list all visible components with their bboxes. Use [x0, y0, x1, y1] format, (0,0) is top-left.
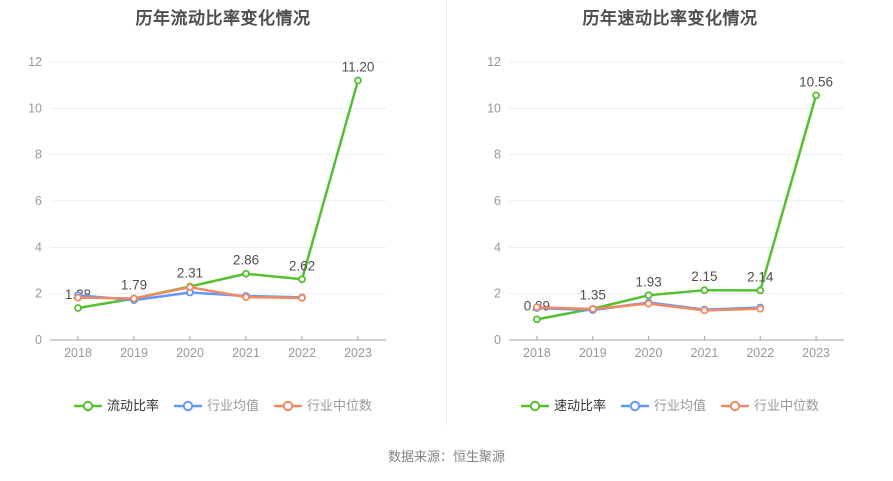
- value-label: 2.14: [747, 269, 774, 284]
- x-axis-tick-label: 2020: [635, 346, 663, 360]
- value-label: 1.79: [121, 278, 147, 293]
- legend-item-行业中位数[interactable]: 行业中位数: [274, 398, 372, 414]
- value-label: 1.35: [580, 288, 606, 303]
- x-axis-tick-label: 2020: [176, 346, 204, 360]
- data-point-marker: [130, 294, 138, 303]
- legend-item-速动比率[interactable]: 速动比率: [520, 398, 606, 414]
- x-axis-tick-label: 2018: [64, 346, 92, 360]
- chart-panel-quick-ratio: 0246810122018201920202021202220230.891.3…: [447, 0, 893, 414]
- data-point-marker: [700, 306, 709, 315]
- legend-label: 行业均值: [206, 398, 259, 413]
- x-axis-tick-label: 2019: [120, 346, 148, 360]
- y-axis-tick-label: 8: [35, 148, 42, 162]
- data-point-marker: [588, 305, 597, 313]
- x-axis-tick-label: 2021: [232, 346, 260, 360]
- series-line-速动比率: [535, 94, 818, 321]
- value-label: 10.56: [799, 74, 833, 89]
- legend-item-流动比率[interactable]: 流动比率: [73, 398, 159, 414]
- data-point-marker: [298, 275, 306, 284]
- y-axis-tick-label: 6: [35, 194, 42, 208]
- legend-item-行业中位数[interactable]: 行业中位数: [721, 398, 819, 414]
- legend-line-marker-icon: [274, 400, 302, 412]
- legend-line-marker-icon: [173, 400, 202, 412]
- legend-line-marker-icon: [73, 400, 102, 412]
- data-point-marker: [74, 293, 82, 302]
- data-source-note: 数据来源：恒生聚源: [387, 449, 505, 464]
- value-label: 2.31: [177, 265, 203, 280]
- x-axis-tick-label: 2023: [802, 346, 830, 360]
- data-point-marker: [242, 293, 250, 302]
- value-label: 1.93: [635, 274, 661, 289]
- data-point-marker: [644, 291, 653, 300]
- x-axis-tick-label: 2022: [288, 346, 316, 360]
- legend-quick-ratio: 速动比率 行业均值 行业中位数: [447, 398, 893, 414]
- value-label: 11.20: [342, 60, 375, 75]
- quick-ratio-chart-canvas: 0246810122018201920202021202220230.891.3…: [487, 55, 844, 360]
- y-axis-tick-label: 6: [494, 194, 501, 208]
- data-point-marker: [186, 283, 194, 292]
- y-axis-tick-label: 4: [494, 240, 501, 254]
- legend-label: 流动比率: [106, 398, 159, 413]
- x-axis-tick-label: 2022: [746, 346, 774, 360]
- data-point-marker: [812, 91, 820, 100]
- legend-label: 行业中位数: [307, 398, 373, 413]
- y-axis-tick-label: 0: [35, 333, 42, 347]
- y-axis-tick-label: 8: [494, 148, 501, 162]
- y-axis-tick-label: 10: [487, 101, 501, 115]
- legend-label: 速动比率: [553, 398, 606, 413]
- x-axis-tick-label: 2021: [691, 346, 719, 360]
- legend-current-ratio: 流动比率 行业均值 行业中位数: [0, 398, 446, 414]
- series-line-流动比率: [76, 79, 360, 310]
- value-label: 2.15: [691, 269, 717, 284]
- data-point-marker: [756, 304, 765, 313]
- y-axis-tick-label: 0: [494, 333, 501, 347]
- data-point-marker: [700, 286, 709, 295]
- y-axis-tick-label: 2: [494, 287, 501, 301]
- value-label: 2.62: [289, 258, 315, 273]
- legend-item-行业均值[interactable]: 行业均值: [620, 398, 706, 414]
- charts-row: 0246810122018201920202021202220231.381.7…: [0, 0, 893, 425]
- legend-item-行业均值[interactable]: 行业均值: [173, 398, 259, 414]
- x-axis-tick-label: 2019: [579, 346, 607, 360]
- data-point-marker: [533, 315, 541, 324]
- data-point-marker: [298, 293, 306, 302]
- value-label: 2.86: [233, 253, 259, 268]
- data-point-marker: [533, 303, 541, 312]
- y-axis-tick-label: 4: [35, 240, 42, 254]
- y-axis-tick-label: 12: [28, 55, 42, 69]
- data-point-marker: [354, 76, 362, 85]
- legend-label: 行业中位数: [754, 398, 820, 413]
- legend-line-marker-icon: [620, 400, 649, 412]
- legend-line-marker-icon: [520, 400, 549, 412]
- x-axis-tick-label: 2018: [523, 346, 551, 360]
- chart-panel-current-ratio: 0246810122018201920202021202220231.381.7…: [0, 0, 446, 414]
- legend-label: 行业均值: [653, 398, 706, 413]
- x-axis-tick-label: 2023: [344, 346, 372, 360]
- legend-line-marker-icon: [721, 400, 749, 412]
- data-point-marker: [756, 286, 765, 295]
- current-ratio-chart-canvas: 0246810122018201920202021202220231.381.7…: [28, 55, 386, 360]
- data-point-marker: [74, 304, 82, 312]
- y-axis-tick-label: 2: [35, 287, 42, 301]
- panel-divider: [446, 0, 447, 425]
- data-point-marker: [242, 269, 250, 278]
- y-axis-tick-label: 12: [487, 55, 501, 69]
- data-point-marker: [644, 299, 653, 308]
- y-axis-tick-label: 10: [28, 101, 42, 115]
